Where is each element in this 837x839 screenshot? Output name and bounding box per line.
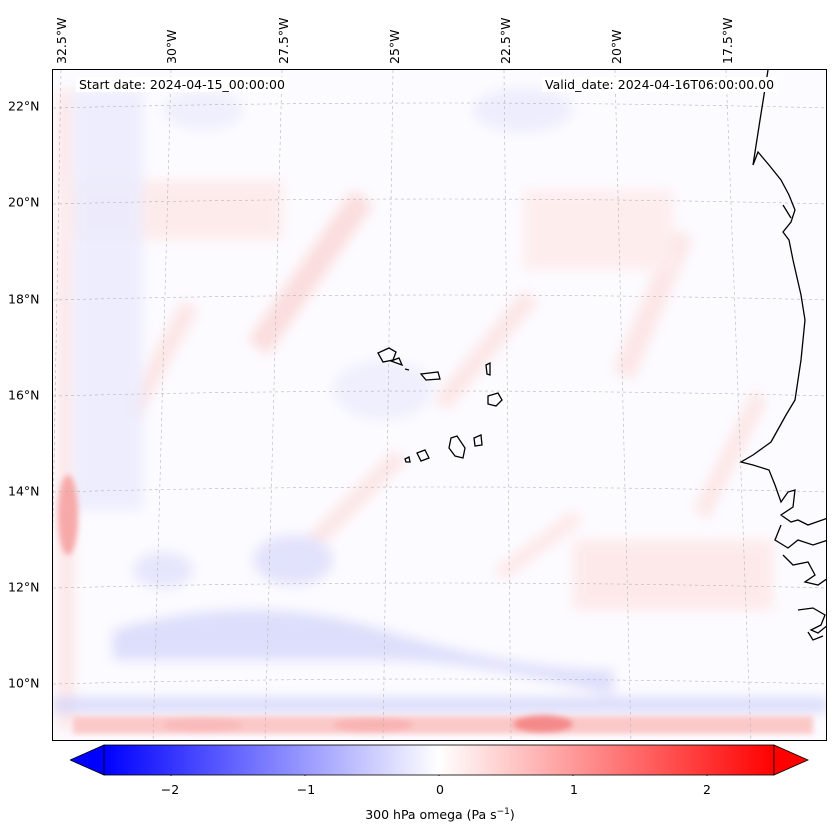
africa-coastline xyxy=(739,70,826,526)
descent-cell-3 xyxy=(333,360,433,420)
colorbar-max-extend xyxy=(773,744,809,776)
descent-cell-4 xyxy=(473,88,573,132)
west-edge-band xyxy=(58,90,74,730)
parallel-18n xyxy=(53,294,826,301)
lon-label-20w: 20°W xyxy=(609,29,624,64)
colorbar-tick-label: −1 xyxy=(296,782,316,797)
lon-label-27-5w: 27.5°W xyxy=(276,17,291,64)
parallel-14n xyxy=(53,486,826,493)
brava-island xyxy=(404,456,411,463)
colorbar-gradient xyxy=(103,744,775,776)
parallel-12n xyxy=(53,582,826,589)
omega-negative-patches xyxy=(53,88,826,712)
lat-label-20n: 20°N xyxy=(8,194,40,210)
lat-label-14n: 14°N xyxy=(8,483,40,499)
gridlines xyxy=(53,70,826,740)
lat-label-22n: 22°N xyxy=(8,98,40,114)
gambia-guinea-coast-1 xyxy=(774,524,826,549)
meridian-22-5w xyxy=(503,70,512,740)
mauritania-islet xyxy=(782,204,792,219)
descent-cell-2 xyxy=(133,552,193,588)
colorbar-title-close: ) xyxy=(509,807,515,823)
map-panel xyxy=(52,69,827,741)
santo-antao-island xyxy=(377,347,397,363)
parallel-10n xyxy=(53,678,826,685)
guinea-bissau-coast xyxy=(782,554,826,586)
parallel-22n xyxy=(53,102,826,109)
descent-west-column xyxy=(73,90,143,510)
lat-label-16n: 16°N xyxy=(8,387,40,403)
colorbar-tick-label: −2 xyxy=(160,782,180,797)
descent-cell-1 xyxy=(253,535,333,585)
cape-verde-islands xyxy=(377,347,503,463)
colorbar-min-extend xyxy=(70,744,105,776)
ascent-patch-se xyxy=(573,540,773,610)
sal-island xyxy=(485,361,491,376)
santiago-island xyxy=(448,435,466,459)
lon-label-32-5w: 32.5°W xyxy=(54,17,69,64)
santa-luzia-island xyxy=(404,368,410,371)
colorbar-title-text: 300 hPa omega (Pa s xyxy=(365,807,497,823)
lon-label-25w: 25°W xyxy=(387,29,402,64)
lat-label-18n: 18°N xyxy=(8,291,40,307)
meridian-25w xyxy=(382,70,394,740)
coastlines xyxy=(739,70,826,641)
lon-label-17-5w: 17.5°W xyxy=(720,17,735,64)
ascent-patch-ne xyxy=(523,190,673,270)
ascent-streak-3 xyxy=(433,290,538,410)
start-date-label: Start date: 2024-04-15_00:00:00 xyxy=(76,77,288,92)
meridian-32-5w xyxy=(53,70,62,535)
colorbar-tick-label: 1 xyxy=(570,782,578,797)
descent-cell-5 xyxy=(163,90,243,130)
meridian-30w xyxy=(152,70,172,740)
ascent-streak-6 xyxy=(693,390,768,520)
maio-island xyxy=(473,434,483,447)
ascent-streak-7 xyxy=(493,510,583,580)
fogo-island xyxy=(416,449,430,462)
descent-south-strip xyxy=(53,698,826,712)
guinea-coast xyxy=(797,607,826,634)
omega-field-map xyxy=(53,70,826,740)
meridian-20w xyxy=(614,70,632,740)
guinea-islands xyxy=(807,631,824,641)
meridian-27-5w xyxy=(264,70,283,740)
boa-vista-island xyxy=(487,392,503,407)
parallel-16n xyxy=(53,390,826,397)
colorbar-tick-label: 0 xyxy=(436,782,444,797)
sao-nicolau-island xyxy=(419,371,441,381)
lat-label-12n: 12°N xyxy=(8,579,40,595)
colorbar-tick-label: 2 xyxy=(703,782,711,797)
colorbar-title: 300 hPa omega (Pa s−1) xyxy=(365,807,515,822)
sao-vicente-island xyxy=(389,357,404,367)
omega-southern-band xyxy=(58,475,813,734)
parallel-20n xyxy=(53,198,826,205)
meridian-17-5w xyxy=(725,70,752,740)
ascent-streak-4 xyxy=(303,450,408,550)
west-edge-maximum xyxy=(58,475,78,555)
colorbar-title-unit-exponent: −1 xyxy=(496,807,510,817)
descent-band-south xyxy=(113,610,613,695)
colorbar xyxy=(70,744,809,776)
lon-label-30w: 30°W xyxy=(164,29,179,64)
ascent-streak-1 xyxy=(248,190,373,355)
lon-label-22-5w: 22.5°W xyxy=(498,17,513,64)
valid-date-label: Valid_date: 2024-04-16T06:00:00.00 xyxy=(542,77,778,92)
colorbar-ticks xyxy=(170,775,708,776)
lat-label-10n: 10°N xyxy=(8,675,40,691)
